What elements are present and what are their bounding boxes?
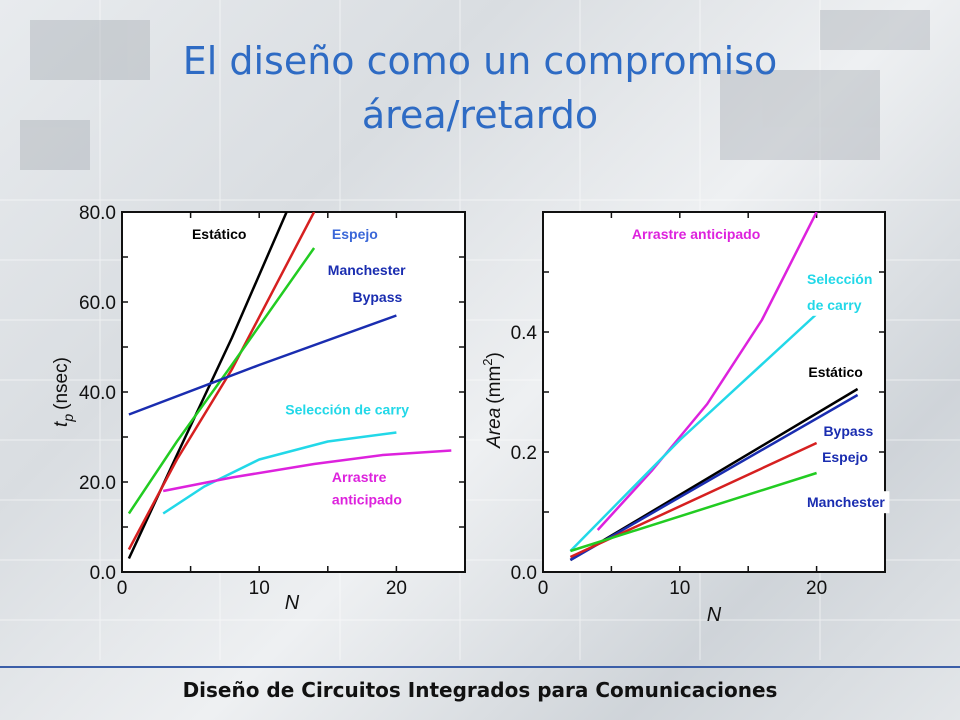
series-label-manchester: Manchester [807,494,885,510]
label-background [187,223,251,245]
slide-title: El diseño como un compromiso área/retard… [0,34,960,142]
label-background [803,491,890,514]
y-tick-label: 20.0 [79,473,116,494]
series-label-seleccion-de-carry: Selección de carry [285,402,409,418]
label-background [803,293,866,316]
series-line-arrastre-anticipado [162,449,452,493]
x-axis-label: N [285,592,300,614]
label-background [804,361,867,383]
y-tick-label: 0.0 [90,563,116,584]
slide-title-line2: área/retardo [361,93,599,137]
series-label-espejo: Espejo [822,449,868,465]
y-tick-label: 0.4 [511,323,538,344]
slide-title-line1: El diseño como un compromiso [182,39,778,83]
series-line-bypass [569,393,859,562]
label-background [281,398,414,421]
series-label-de-carry: de carry [807,297,862,313]
label-background [818,446,872,469]
series-label-espejo: Espejo [332,226,378,242]
x-tick-label: 0 [117,578,128,599]
series-line-seleccion-de-carry [569,313,818,552]
y-axis-label: tp(nsec) [51,357,76,427]
x-tick-label: 20 [386,578,407,599]
series-line-arrastre-anticipado [596,212,818,531]
y-tick-label: 80.0 [79,203,116,224]
series-label-arrastre: Arrastre [332,469,387,485]
footer-text: Diseño de Circuitos Integrados para Comu… [182,678,778,702]
series-label-estatico: Estático [192,226,246,242]
label-background [327,488,406,511]
series-line-seleccion-de-carry [162,431,397,515]
label-background [819,419,878,442]
series-label-manchester: Manchester [328,262,406,278]
series-label-estatico: Estático [808,364,862,380]
x-tick-label: 10 [249,578,270,599]
series-line-bypass [128,314,397,416]
series-group [127,212,452,560]
series-group [569,212,859,562]
label-background [323,259,411,281]
label-background [803,268,877,290]
y-tick-label: 0.2 [511,443,537,464]
series-label-anticipado: anticipado [332,492,402,508]
label-background [348,286,407,308]
y-tick-label: 40.0 [79,383,116,404]
y-tick-label: 60.0 [79,293,116,314]
y-axis-label: Area(mm2) [480,352,505,449]
series-line-manchester [127,247,316,515]
series-line-manchester [570,471,817,553]
x-tick-label: 0 [538,578,549,599]
y-tick-label: 0.0 [511,563,537,584]
series-label-bypass: Bypass [823,423,873,439]
label-background [327,466,391,488]
series-label-seleccion: Selección [807,271,872,287]
series-label-bypass: Bypass [352,289,402,305]
footer-divider [0,666,960,668]
x-axis-label: N [707,604,722,626]
x-tick-label: 20 [806,578,827,599]
series-label-arrastre-anticipado: Arrastre anticipado [632,226,760,242]
label-background [627,223,765,245]
label-background [327,223,382,245]
x-tick-label: 10 [669,578,690,599]
series-line-espejo [127,212,316,551]
